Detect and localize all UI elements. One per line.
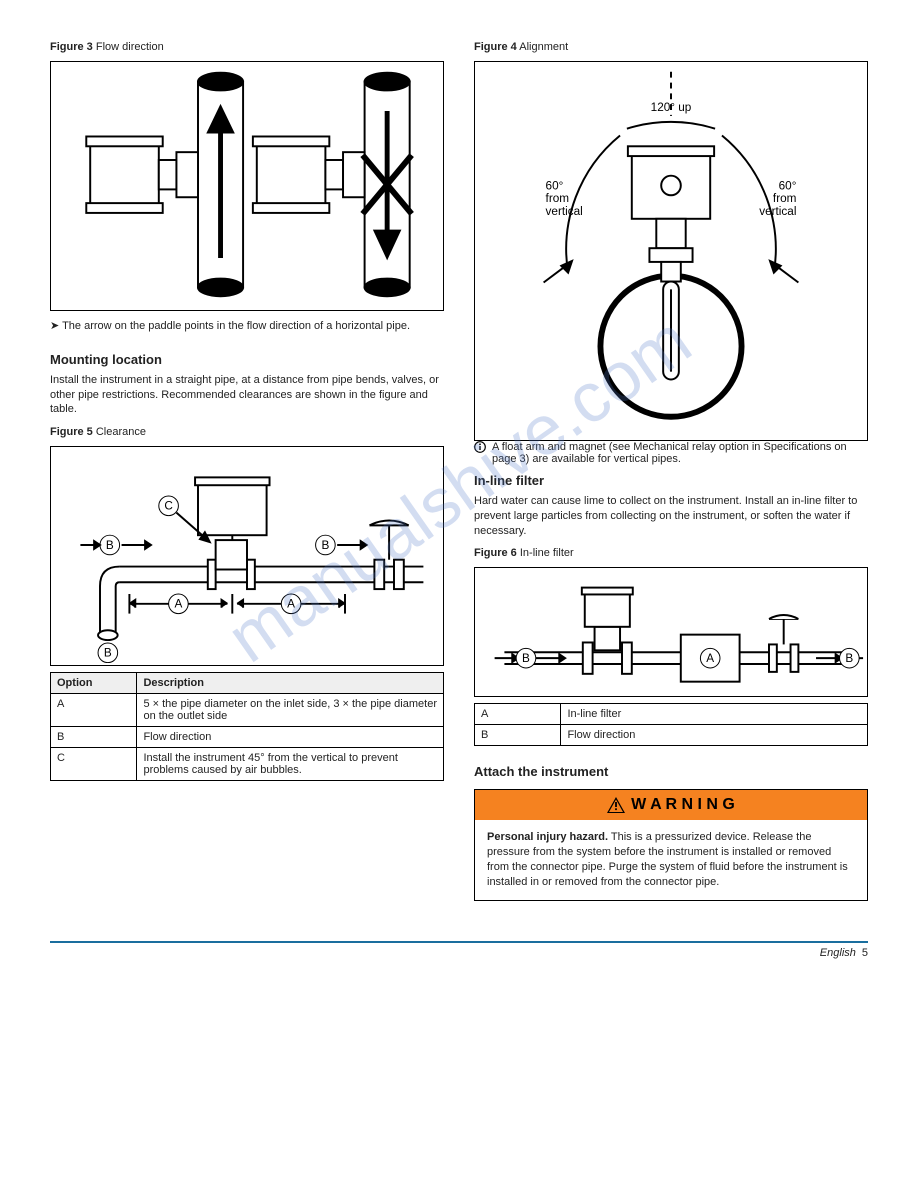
cell: A [475, 704, 561, 725]
svg-text:C: C [164, 500, 173, 513]
figure5-label: Figure 5 [50, 426, 93, 438]
note-text: A float arm and magnet (see Mechanical r… [492, 441, 868, 465]
svg-text:A: A [287, 598, 295, 611]
th-desc: Description [137, 673, 444, 694]
svg-text:B: B [845, 652, 853, 665]
figure4-caption: Figure 4 Alignment [474, 40, 868, 55]
figure5-svg: A A B B B C [51, 447, 443, 663]
svg-text:vertical: vertical [759, 205, 796, 218]
fig4-top-label: 120° up [651, 101, 692, 114]
figure4-svg: 120° up 60° from vertical 60° from verti… [475, 62, 867, 434]
filter-heading: In-line filter [474, 473, 868, 488]
figure6-caption: Figure 6 In-line filter [474, 546, 868, 561]
attach-heading: Attach the instrument [474, 764, 868, 779]
cell: Flow direction [137, 727, 444, 748]
figure4-text: Alignment [517, 41, 568, 53]
clearance-table: Option Description A 5 × the pipe diamet… [50, 672, 444, 781]
warning-header: W A R N I N G [475, 790, 867, 820]
svg-text:B: B [106, 539, 114, 552]
figure3-svg [51, 62, 443, 307]
filter-table: A In-line filter B Flow direction [474, 703, 868, 746]
figure3-arrow-note: ➤ The arrow on the paddle points in the … [50, 319, 444, 334]
arrow-note-lead: ➤ [50, 320, 59, 332]
mounting-para: Install the instrument in a straight pip… [50, 373, 444, 418]
right-column: Figure 4 Alignment [474, 40, 868, 901]
table-row: C Install the instrument 45° from the ve… [51, 748, 444, 781]
warning-icon [607, 797, 625, 813]
table-row: A 5 × the pipe diameter on the inlet sid… [51, 694, 444, 727]
figure6-label: Figure 6 [474, 547, 517, 559]
svg-text:B: B [321, 539, 329, 552]
two-column-layout: Figure 3 Flow direction [50, 40, 868, 901]
figure3-label: Figure 3 [50, 41, 93, 53]
figure4-label: Figure 4 [474, 41, 517, 53]
cell: B [475, 725, 561, 746]
warning-body-strong: Personal injury hazard. [487, 831, 608, 843]
svg-text:from: from [546, 192, 570, 205]
info-icon [474, 441, 486, 456]
figure4-box: 120° up 60° from vertical 60° from verti… [474, 61, 868, 441]
footer-rule [50, 941, 868, 943]
footer-page: 5 [862, 947, 868, 959]
note-row: A float arm and magnet (see Mechanical r… [474, 441, 868, 465]
warning-box: W A R N I N G Personal injury hazard. Th… [474, 789, 868, 900]
th-option: Option [51, 673, 137, 694]
figure5-box: A A B B B C [50, 446, 444, 666]
cell: B [51, 727, 137, 748]
svg-text:A: A [706, 652, 714, 665]
table-row: A In-line filter [475, 704, 868, 725]
figure6-text: In-line filter [517, 547, 574, 559]
footer-lang: English [820, 947, 856, 959]
svg-text:vertical: vertical [546, 205, 583, 218]
cell: Install the instrument 45° from the vert… [137, 748, 444, 781]
filter-para: Hard water can cause lime to collect on … [474, 494, 868, 539]
table-row: B Flow direction [475, 725, 868, 746]
figure3-text: Flow direction [93, 41, 164, 53]
cell: 5 × the pipe diameter on the inlet side,… [137, 694, 444, 727]
warning-body: Personal injury hazard. This is a pressu… [475, 820, 867, 899]
svg-text:B: B [522, 652, 530, 665]
footer: English 5 [50, 947, 868, 959]
svg-text:60°: 60° [779, 179, 797, 192]
left-column: Figure 3 Flow direction [50, 40, 444, 901]
figure3-caption: Figure 3 Flow direction [50, 40, 444, 55]
figure5-caption: Figure 5 Clearance [50, 425, 444, 440]
table-row: B Flow direction [51, 727, 444, 748]
cell: In-line filter [561, 704, 868, 725]
figure6-box: B A B [474, 567, 868, 697]
arrow-note-text: The arrow on the paddle points in the fl… [62, 320, 410, 332]
cell: A [51, 694, 137, 727]
cell: C [51, 748, 137, 781]
svg-text:A: A [174, 598, 182, 611]
figure3-box [50, 61, 444, 311]
warning-label: W A R N I N G [631, 796, 735, 813]
mounting-heading: Mounting location [50, 352, 444, 367]
svg-text:60°: 60° [546, 179, 564, 192]
figure6-svg: B A B [475, 568, 867, 695]
svg-text:B: B [104, 647, 112, 660]
svg-text:from: from [773, 192, 797, 205]
figure5-text: Clearance [93, 426, 146, 438]
cell: Flow direction [561, 725, 868, 746]
